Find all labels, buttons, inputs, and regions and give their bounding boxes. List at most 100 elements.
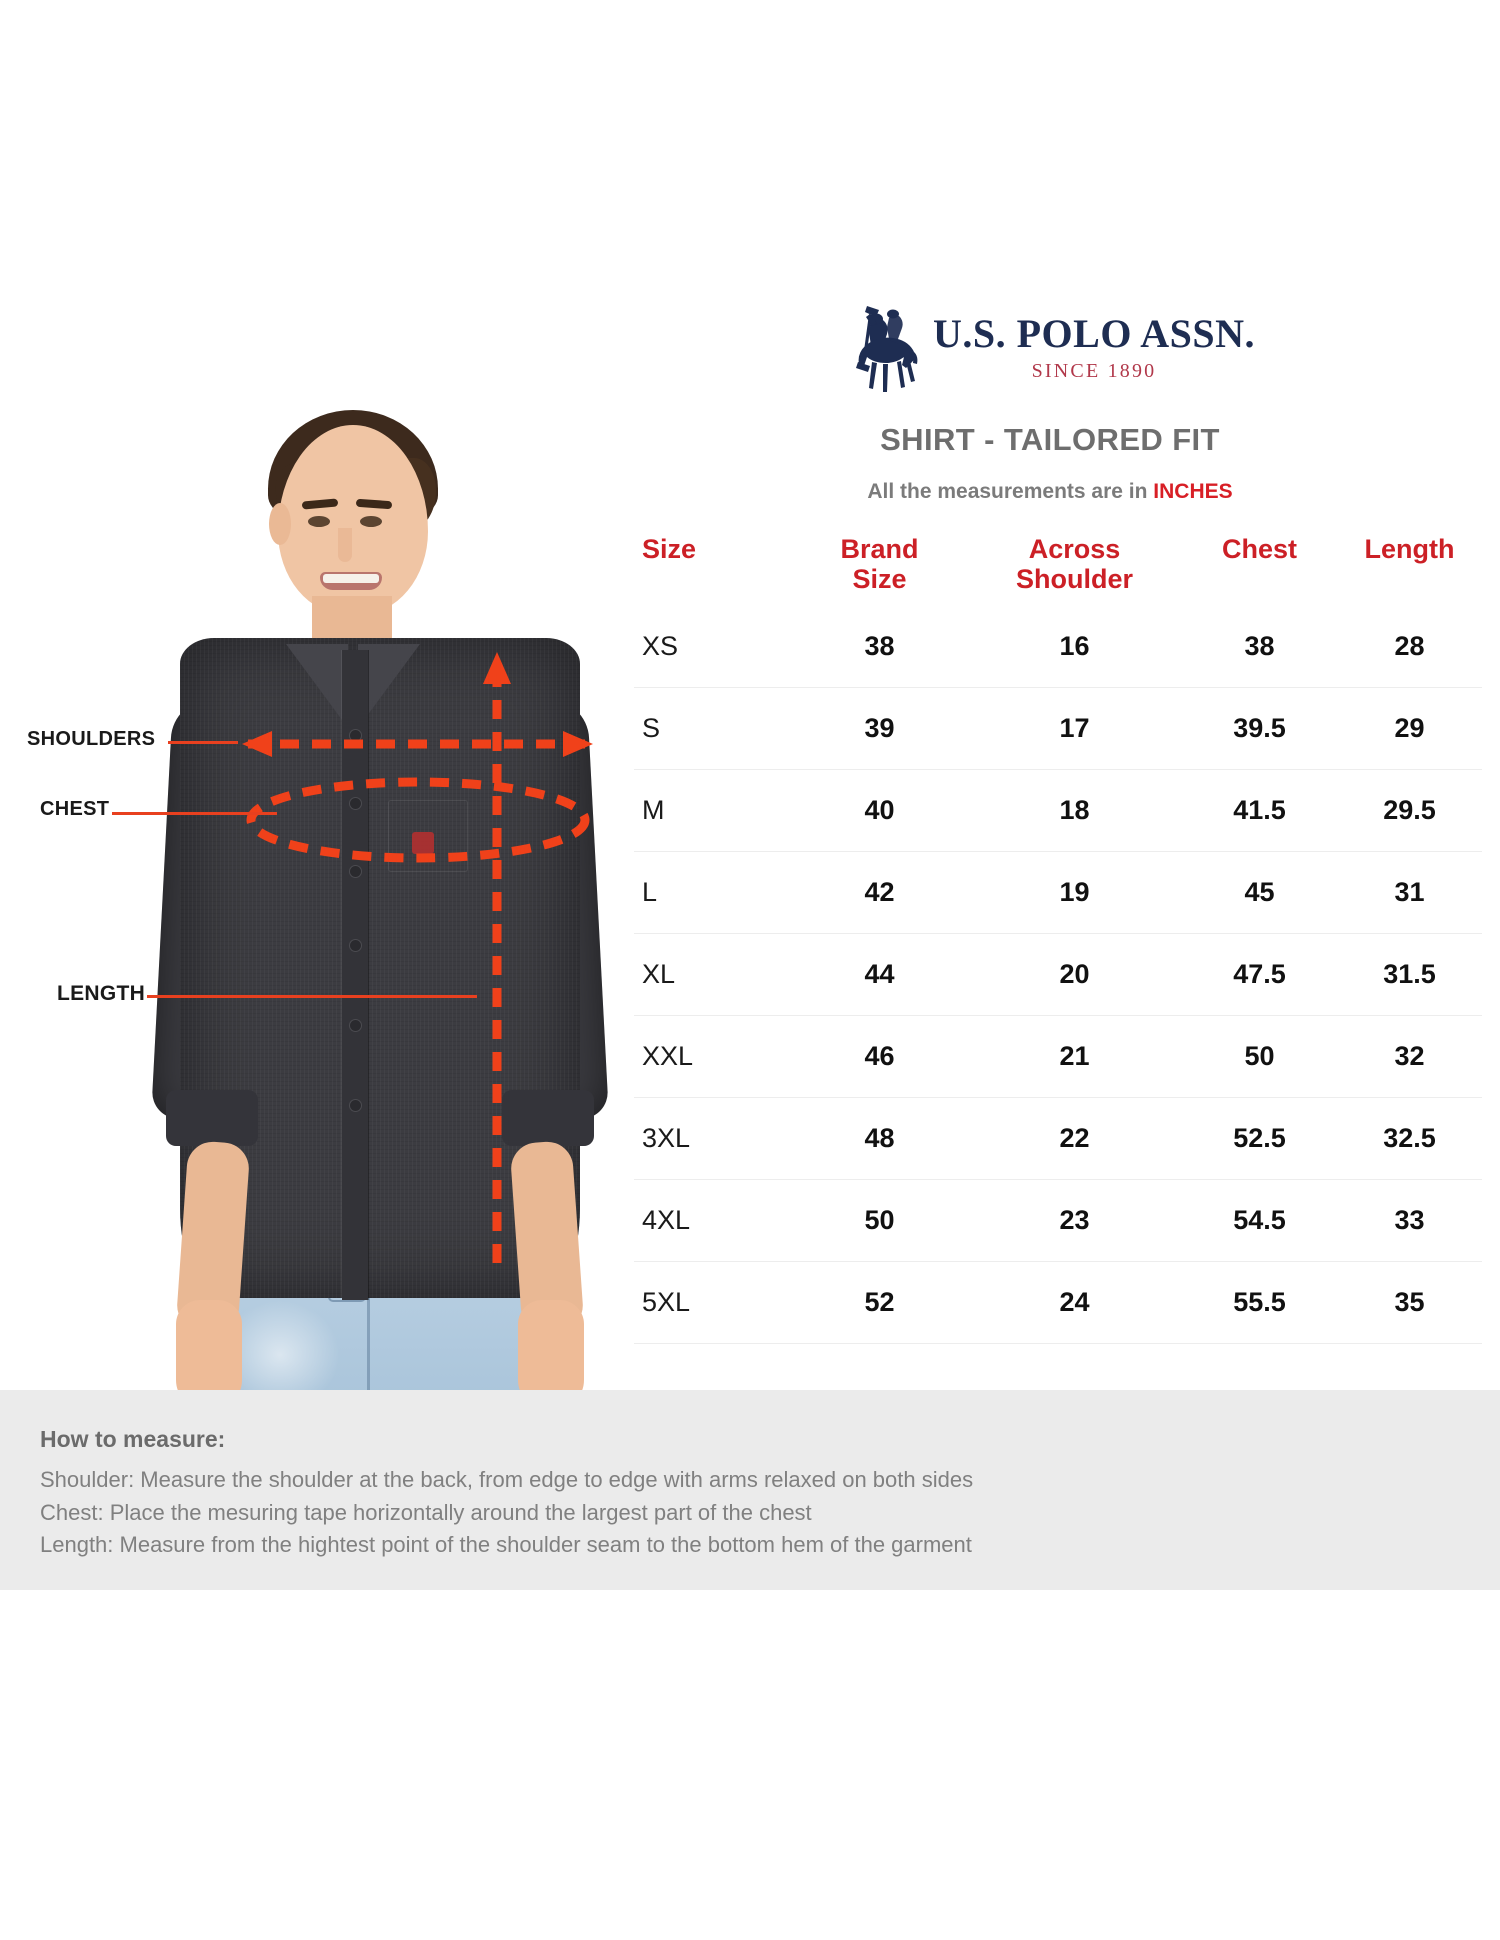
cell-length: 31 <box>1337 851 1482 935</box>
annotation-label-chest: CHEST <box>40 798 110 820</box>
units-note: All the measurements are in INCHES <box>620 480 1480 504</box>
table-row: 3XL 48 22 52.5 32.5 <box>634 1097 1482 1181</box>
cell-chest: 45 <box>1182 851 1337 935</box>
cell-across-shoulder: 23 <box>967 1179 1182 1263</box>
cell-across-shoulder: 16 <box>967 606 1182 689</box>
polo-horse-rider-icon <box>855 306 918 392</box>
units-note-prefix: All the measurements are in <box>867 480 1154 503</box>
size-chart-body: XS 38 16 38 28 S 39 17 39.5 29 M 40 18 41.5 29.5 L 42 19 4… <box>634 606 1482 1345</box>
column-header-across-shoulder: Across Shoulder <box>967 532 1182 606</box>
cell-size: S <box>634 687 792 771</box>
shirt-collar-left <box>286 644 348 728</box>
shirt-button <box>350 798 361 809</box>
shirt-cuff-right <box>502 1090 594 1146</box>
cell-chest: 41.5 <box>1182 769 1337 853</box>
shirt-button <box>350 1100 361 1111</box>
cell-chest: 38 <box>1182 606 1337 689</box>
cell-brand-size: 48 <box>792 1097 967 1181</box>
model-photo <box>151 400 609 1412</box>
male-model-figure <box>151 400 609 1412</box>
cell-chest: 39.5 <box>1182 687 1337 771</box>
shirt-button <box>350 866 361 877</box>
size-chart-panel: U.S. POLO ASSN. SINCE 1890 SHIRT - TAILO… <box>620 300 1482 1345</box>
column-header-size-line1: Size <box>642 534 697 564</box>
annotation-label-shoulders: SHOULDERS <box>27 728 156 750</box>
shirt-button <box>350 730 361 741</box>
how-to-measure-shoulder: Shoulder: Measure the shoulder at the ba… <box>40 1467 974 1492</box>
column-header-brand-line2: Size <box>852 564 907 595</box>
table-row: XS 38 16 38 28 <box>634 606 1482 689</box>
shirt-cuff-left <box>166 1090 258 1146</box>
shoulders-leader-line <box>168 741 238 744</box>
shirt-placket <box>342 650 368 1300</box>
model-mouth <box>320 572 382 590</box>
table-row: 4XL 50 23 54.5 33 <box>634 1179 1482 1263</box>
table-row: L 42 19 45 31 <box>634 851 1482 935</box>
table-row: M 40 18 41.5 29.5 <box>634 769 1482 853</box>
cell-length: 32.5 <box>1337 1097 1482 1181</box>
brand-tagline: SINCE 1890 <box>1031 359 1157 382</box>
column-header-brand-line1: Brand <box>840 534 919 564</box>
how-to-measure-title: How to measure: <box>40 1426 226 1452</box>
size-chart-header-row: Size Brand Size Across Shoulder Chest Le <box>634 532 1482 606</box>
cell-length: 29.5 <box>1337 769 1482 853</box>
model-eye-right <box>360 516 382 527</box>
cell-length: 31.5 <box>1337 933 1482 1017</box>
table-row: XXL 46 21 50 32 <box>634 1015 1482 1099</box>
shirt-button <box>350 1020 361 1031</box>
cell-across-shoulder: 19 <box>967 851 1182 935</box>
cell-length: 32 <box>1337 1015 1482 1099</box>
cell-brand-size: 38 <box>792 606 967 689</box>
how-to-measure-section: How to measure: Shoulder: Measure the sh… <box>0 1390 1500 1590</box>
page-title: SHIRT - TAILORED FIT <box>880 422 1220 457</box>
cell-brand-size: 42 <box>792 851 967 935</box>
how-to-measure-length: Length: Measure from the hightest point … <box>40 1532 972 1558</box>
column-header-shoulder-line2: Shoulder <box>1015 564 1133 595</box>
cell-size: 5XL <box>634 1261 792 1345</box>
cell-across-shoulder: 24 <box>967 1261 1182 1345</box>
cell-chest: 47.5 <box>1182 933 1337 1017</box>
cell-across-shoulder: 20 <box>967 933 1182 1017</box>
column-header-chest: Chest <box>1182 532 1337 606</box>
cell-brand-size: 40 <box>792 769 967 853</box>
cell-length: 29 <box>1337 687 1482 771</box>
brand-lockup: U.S. POLO ASSN. SINCE 1890 <box>620 300 1480 396</box>
size-chart-table: Size Brand Size Across Shoulder Chest Le <box>634 532 1482 1345</box>
cell-brand-size: 39 <box>792 687 967 771</box>
cell-chest: 55.5 <box>1182 1261 1337 1345</box>
shirt-collar-right <box>358 644 420 728</box>
cell-size: M <box>634 769 792 853</box>
cell-size: XS <box>634 606 792 689</box>
cell-size: XL <box>634 933 792 1017</box>
cell-across-shoulder: 18 <box>967 769 1182 853</box>
cell-across-shoulder: 17 <box>967 687 1182 771</box>
cell-size: 3XL <box>634 1097 792 1181</box>
column-header-brand-size: Brand Size <box>792 532 967 606</box>
annotation-label-length: LENGTH <box>57 982 146 1005</box>
cell-brand-size: 46 <box>792 1015 967 1099</box>
cell-chest: 54.5 <box>1182 1179 1337 1263</box>
column-header-shoulder-line1: Across <box>1028 534 1121 564</box>
column-header-length-line1: Length <box>1364 534 1455 564</box>
table-row: 5XL 52 24 55.5 35 <box>634 1261 1482 1345</box>
cell-size: L <box>634 851 792 935</box>
units-note-value: INCHES <box>1153 480 1233 503</box>
table-row: S 39 17 39.5 29 <box>634 687 1482 771</box>
cell-brand-size: 52 <box>792 1261 967 1345</box>
brand-name: U.S. POLO ASSN. <box>932 310 1256 356</box>
cell-size: XXL <box>634 1015 792 1099</box>
model-teeth <box>323 574 379 583</box>
cell-across-shoulder: 22 <box>967 1097 1182 1181</box>
column-header-chest-line1: Chest <box>1221 534 1297 564</box>
cell-brand-size: 50 <box>792 1179 967 1263</box>
model-eye-left <box>308 516 330 527</box>
shirt-button <box>350 940 361 951</box>
cell-length: 35 <box>1337 1261 1482 1345</box>
how-to-measure-chest: Chest: Place the mesuring tape horizonta… <box>40 1499 812 1525</box>
cell-brand-size: 44 <box>792 933 967 1017</box>
cell-length: 33 <box>1337 1179 1482 1263</box>
length-leader-line <box>147 995 477 998</box>
cell-across-shoulder: 21 <box>967 1015 1182 1099</box>
column-header-size: Size <box>634 532 792 606</box>
